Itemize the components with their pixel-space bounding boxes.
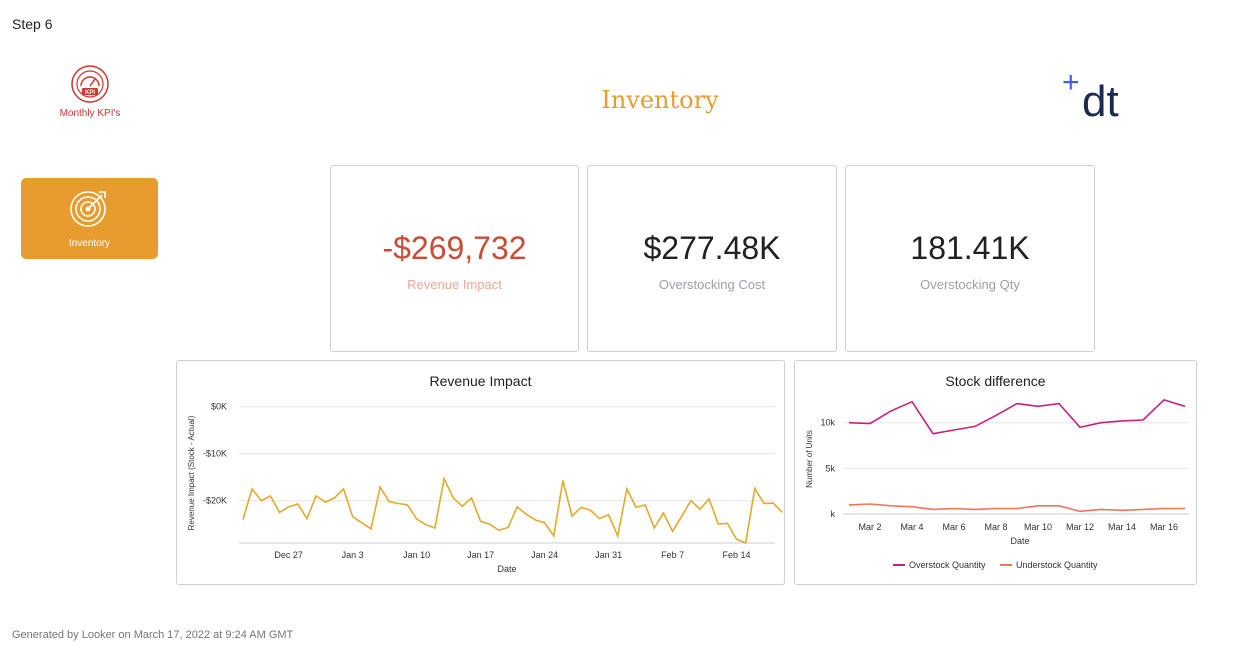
- kpi-label: Revenue Impact: [407, 277, 502, 292]
- kpi-label: Overstocking Cost: [658, 277, 766, 292]
- y-axis-title: Revenue Impact (Stock - Actual): [187, 415, 196, 530]
- x-tick-label: Jan 10: [403, 550, 430, 560]
- x-tick-label: Mar 6: [942, 522, 965, 532]
- x-tick-label: Feb 7: [661, 550, 684, 560]
- revenue-impact-plot: $0K -$10K -$20K Dec 27 Jan 3 Jan 10 Jan 17 Jan …: [187, 402, 783, 574]
- y-axis-title: Number of Units: [805, 430, 814, 488]
- kpi-badge-text: KPI: [85, 90, 95, 96]
- logo-text: dt: [1082, 77, 1119, 122]
- x-tick-label: Dec 27: [274, 550, 303, 560]
- nav-inventory[interactable]: Inventory: [21, 178, 158, 259]
- x-tick-label: Mar 2: [858, 522, 881, 532]
- x-tick-label: Jan 24: [531, 550, 558, 560]
- dt-logo: + dt: [1062, 66, 1119, 122]
- chart-title: Stock difference: [945, 373, 1046, 389]
- kpi-label: Overstocking Qty: [920, 277, 1020, 292]
- x-tick-label: Feb 14: [723, 550, 751, 560]
- y-tick-label: 10k: [820, 418, 835, 428]
- nav-label-inventory: Inventory: [68, 238, 111, 249]
- y-tick-label: -$20K: [203, 496, 227, 506]
- series-line-understock: [848, 503, 1185, 513]
- y-tick-label: k: [831, 509, 836, 519]
- kpi-value: 181.41K: [910, 230, 1030, 266]
- x-tick-label: Jan 17: [467, 550, 494, 560]
- x-tick-label: Mar 12: [1066, 522, 1094, 532]
- footer-generated-note: Generated by Looker on March 17, 2022 at…: [12, 629, 294, 641]
- kpi-value: $277.48K: [643, 230, 781, 266]
- x-axis-title: Date: [1010, 536, 1029, 546]
- stock-difference-plot: 10k 5k k Mar 2 Mar 4 Mar 6 Mar 8 Mar 10 Mar 12 Ma…: [805, 398, 1189, 570]
- y-tick-label: $0K: [211, 402, 227, 412]
- nav-monthly-kpis[interactable]: KPI Monthly KPI's: [40, 64, 140, 119]
- x-tick-label: Jan 31: [595, 550, 622, 560]
- step-label: Step 6: [12, 16, 53, 32]
- x-tick-label: Mar 4: [900, 522, 923, 532]
- chart-title: Revenue Impact: [429, 373, 532, 389]
- page-title: Inventory: [601, 86, 719, 114]
- logo-plus: +: [1062, 66, 1080, 99]
- target-icon: [70, 191, 106, 227]
- x-axis-title: Date: [497, 564, 516, 574]
- x-tick-label: Mar 14: [1108, 522, 1136, 532]
- x-tick-label: Jan 3: [342, 550, 364, 560]
- stock-difference-chart: Stock difference 10k 5k k Mar 2 Mar 4 Mar 6 Ma…: [794, 360, 1197, 585]
- x-tick-label: Mar 8: [984, 522, 1007, 532]
- legend-label: Overstock Quantity: [909, 560, 986, 570]
- revenue-impact-chart: Revenue Impact $0K -$10K -$20K Dec 27 Jan 3 J…: [176, 360, 785, 585]
- kpi-gauge-icon: KPI: [71, 65, 109, 103]
- y-tick-label: 5k: [825, 463, 835, 473]
- series-line-overstock: [848, 398, 1186, 435]
- x-tick-label: Mar 10: [1024, 522, 1052, 532]
- x-tick-label: Mar 16: [1150, 522, 1178, 532]
- kpi-value: -$269,732: [382, 230, 527, 266]
- series-line: [242, 476, 783, 545]
- legend-label: Understock Quantity: [1016, 560, 1098, 570]
- kpi-card-overstocking-qty: 181.41K Overstocking Qty: [845, 165, 1095, 352]
- kpi-card-overstocking-cost: $277.48K Overstocking Cost: [587, 165, 837, 352]
- y-tick-label: -$10K: [203, 449, 227, 459]
- nav-label-monthly-kpis: Monthly KPI's: [59, 108, 121, 119]
- kpi-card-revenue-impact: -$269,732 Revenue Impact: [330, 165, 579, 352]
